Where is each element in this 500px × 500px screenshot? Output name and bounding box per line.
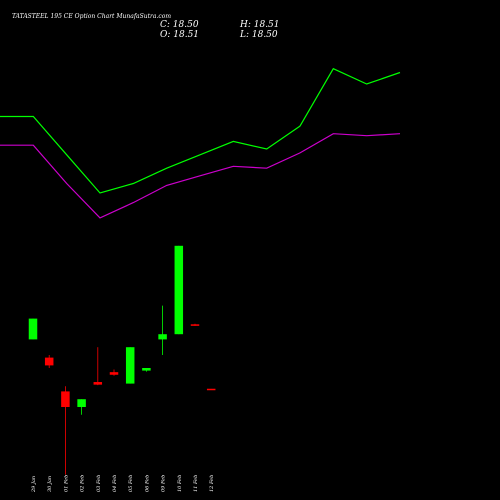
candles-layer <box>28 245 216 475</box>
candle-body <box>190 324 200 326</box>
x-tick-label: 12 Feb <box>209 475 215 492</box>
x-tick-label: 29 Jan <box>31 476 37 493</box>
candle-body <box>61 391 70 407</box>
x-tick-label: 10 Feb <box>177 475 183 492</box>
x-tick-label: 04 Feb <box>112 475 118 492</box>
bands-layer <box>0 67 401 219</box>
ohlc-readout: C: 18.50 H: 18.51 O: 18.51 L: 18.50 <box>160 20 280 40</box>
x-tick-label: 01 Feb <box>63 475 69 492</box>
x-tick-label: 05 Feb <box>128 475 134 492</box>
x-axis-labels: 29 Jan 30 Jan 01 Feb 02 Feb 03 Feb 04 Feb 05 F… <box>31 475 215 493</box>
x-tick-label: 30 Jan <box>47 476 53 492</box>
ohlc-close: C: 18.50 <box>160 20 199 30</box>
ohlc-open: O: 18.51 <box>160 30 199 40</box>
candle-body <box>109 372 119 375</box>
ohlc-low: L: 18.50 <box>239 30 278 40</box>
candle-body <box>28 318 38 340</box>
ohlc-high: H: 18.51 <box>239 20 280 30</box>
x-tick-label: 11 Feb <box>193 475 199 492</box>
upper-band-line <box>0 67 401 194</box>
candle-body <box>77 399 86 407</box>
x-tick-label: 06 Feb <box>144 475 150 492</box>
candle-body <box>44 357 54 366</box>
candle-body <box>174 245 184 335</box>
lower-band-line <box>0 133 401 219</box>
candle-body <box>206 388 216 391</box>
candle-body <box>142 368 151 371</box>
candle-body <box>93 382 103 385</box>
x-tick-label: 09 Feb <box>161 475 167 492</box>
x-tick-label: 03 Feb <box>96 475 102 492</box>
candle-body <box>158 334 167 340</box>
x-tick-label: 02 Feb <box>80 475 86 492</box>
candle-body <box>125 347 135 384</box>
chart-title: TATASTEEL 195 CE Option Chart MunafaSutr… <box>12 13 171 20</box>
